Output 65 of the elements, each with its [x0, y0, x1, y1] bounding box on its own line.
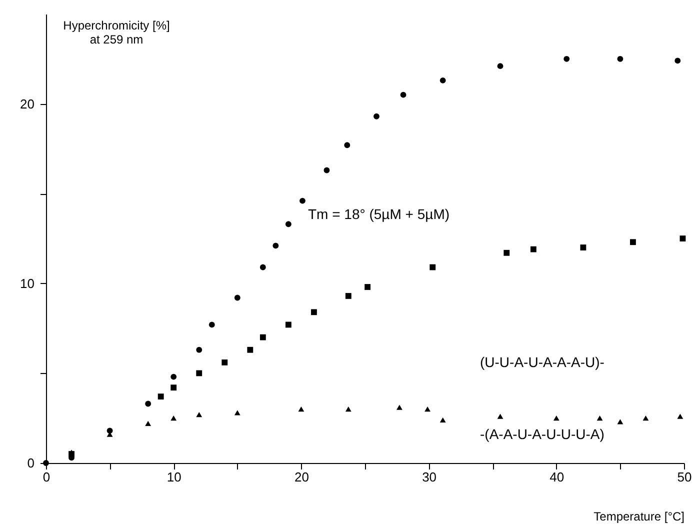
point	[170, 384, 177, 391]
point	[272, 242, 279, 249]
point	[553, 416, 560, 421]
point	[196, 370, 202, 376]
point	[234, 410, 240, 416]
point	[396, 404, 402, 410]
annotation: (U-U-A-U-A-A-A-U)-	[480, 354, 605, 370]
point	[345, 293, 352, 299]
point	[642, 416, 649, 421]
point	[580, 244, 586, 250]
point	[260, 334, 266, 340]
point	[424, 406, 430, 412]
point	[285, 221, 292, 228]
point	[674, 58, 681, 64]
point	[196, 346, 202, 353]
y-tick-label: 0	[27, 456, 34, 470]
point	[298, 406, 304, 412]
point	[208, 322, 215, 328]
point	[530, 246, 536, 252]
point	[497, 63, 504, 70]
point	[158, 394, 164, 400]
point	[400, 92, 406, 98]
point	[196, 412, 202, 418]
point	[345, 406, 352, 412]
x-tick-label: 10	[166, 470, 182, 484]
point	[374, 113, 380, 120]
x-tick-label: 0	[42, 470, 50, 484]
y-tick-label: 10	[20, 276, 34, 291]
point	[344, 142, 350, 148]
point	[596, 416, 603, 421]
point	[564, 56, 570, 62]
point	[630, 239, 636, 246]
x-tick-label: 40	[550, 470, 564, 484]
point	[247, 346, 254, 353]
point	[43, 460, 49, 466]
point	[617, 56, 624, 62]
point	[300, 198, 306, 204]
x-tick-label: 20	[294, 470, 309, 484]
x-axis-title: Temperature [°C]	[594, 510, 684, 524]
x-tick-label: 30	[422, 470, 437, 484]
point	[145, 400, 152, 407]
x-tick-label: 50	[677, 470, 692, 484]
point	[324, 167, 330, 174]
point	[504, 250, 510, 256]
point	[170, 374, 177, 380]
point	[260, 264, 266, 270]
annotation: Tm = 18° (5µM + 5µM)	[308, 206, 450, 222]
point	[234, 294, 240, 301]
point	[680, 236, 686, 242]
point	[617, 419, 624, 424]
annotation: -(A-A-U-A-U-U-U-A)	[480, 426, 604, 442]
point	[677, 414, 684, 419]
point	[430, 264, 436, 270]
point	[145, 420, 152, 426]
point	[170, 416, 177, 421]
point	[364, 284, 371, 290]
point	[285, 322, 292, 328]
y-tick-label: 20	[20, 96, 34, 112]
y-axis-title: Hyperchromicity [%] at 259 nm	[63, 18, 170, 46]
point	[222, 359, 228, 366]
point	[440, 78, 446, 84]
point	[440, 417, 446, 422]
point	[106, 428, 113, 434]
point	[497, 414, 504, 419]
point	[311, 309, 317, 316]
